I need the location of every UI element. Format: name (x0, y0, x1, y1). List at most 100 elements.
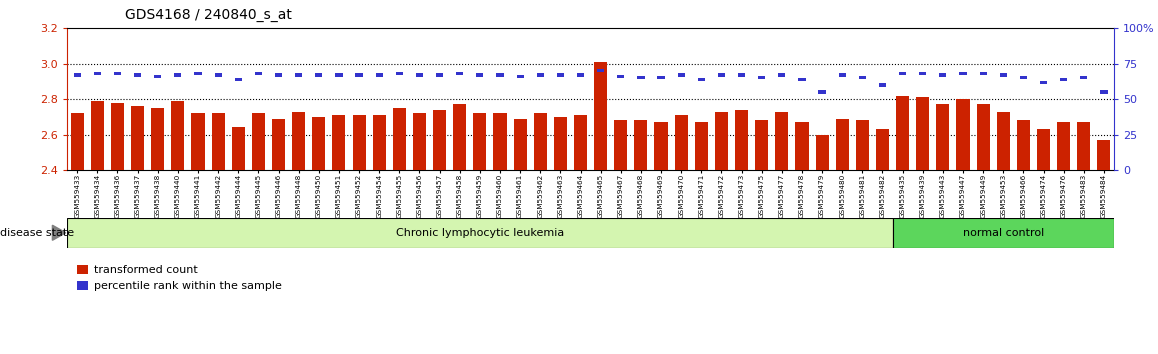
Bar (453, 104, 467, 170)
Bar (352, 115, 366, 170)
Bar (838, 74, 845, 76)
Bar (313, 117, 325, 170)
Bar (154, 75, 161, 78)
Bar (976, 104, 990, 170)
Bar (396, 72, 403, 75)
Bar (134, 74, 141, 76)
Bar (94, 72, 101, 75)
Polygon shape (52, 225, 66, 240)
Text: normal control: normal control (962, 228, 1043, 238)
Bar (654, 122, 667, 170)
Bar (997, 112, 1010, 170)
Bar (336, 74, 343, 76)
Bar (373, 115, 386, 170)
Bar (637, 76, 645, 79)
Bar (919, 72, 926, 75)
Bar (735, 110, 748, 170)
Legend: transformed count, percentile rank within the sample: transformed count, percentile rank withi… (73, 261, 286, 296)
Bar (175, 74, 182, 76)
Bar (617, 75, 624, 78)
Bar (980, 72, 987, 75)
Bar (356, 74, 362, 76)
Bar (1057, 122, 1070, 170)
Text: Chronic lymphocytic leukemia: Chronic lymphocytic leukemia (396, 228, 564, 238)
Bar (516, 75, 523, 78)
Bar (577, 74, 584, 76)
Bar (493, 113, 506, 170)
Bar (1098, 140, 1111, 170)
Bar (939, 74, 946, 76)
Bar (796, 122, 808, 170)
Bar (1038, 129, 1050, 170)
Bar (557, 74, 564, 76)
Bar (1040, 81, 1047, 84)
Bar (474, 113, 486, 170)
Text: GDS4168 / 240840_s_at: GDS4168 / 240840_s_at (125, 8, 292, 23)
Bar (67, 218, 893, 248)
Bar (332, 115, 345, 170)
Bar (899, 72, 907, 75)
Bar (393, 108, 405, 170)
Bar (677, 74, 684, 76)
Bar (433, 110, 446, 170)
Bar (212, 113, 225, 170)
Bar (778, 74, 785, 76)
Bar (534, 113, 547, 170)
Bar (1017, 120, 1029, 170)
Bar (195, 72, 201, 75)
Bar (635, 120, 647, 170)
Bar (937, 104, 950, 170)
Bar (113, 72, 122, 75)
Bar (893, 218, 1114, 248)
Bar (71, 113, 83, 170)
Bar (755, 120, 768, 170)
Bar (856, 120, 868, 170)
Bar (658, 76, 665, 79)
Bar (1020, 76, 1027, 79)
Bar (416, 74, 423, 76)
Bar (413, 113, 426, 170)
Bar (437, 74, 444, 76)
Bar (859, 76, 866, 79)
Bar (272, 119, 285, 170)
Bar (456, 72, 463, 75)
Bar (235, 78, 242, 81)
Bar (1100, 91, 1107, 93)
Bar (960, 72, 967, 75)
Bar (875, 129, 889, 170)
Bar (74, 74, 81, 76)
Bar (1060, 78, 1068, 81)
Bar (292, 112, 306, 170)
Bar (191, 113, 205, 170)
Bar (896, 96, 909, 170)
Bar (497, 74, 504, 76)
Bar (514, 119, 527, 170)
Bar (255, 72, 262, 75)
Text: disease state: disease state (0, 228, 74, 238)
Bar (1077, 122, 1091, 170)
Bar (152, 108, 164, 170)
Bar (1080, 76, 1087, 79)
Bar (695, 122, 708, 170)
Bar (815, 135, 829, 170)
Bar (375, 74, 383, 76)
Bar (315, 74, 322, 76)
Bar (252, 113, 265, 170)
Bar (738, 74, 745, 76)
Bar (536, 74, 544, 76)
Bar (554, 117, 567, 170)
Bar (957, 99, 969, 170)
Bar (111, 103, 124, 170)
Bar (698, 78, 705, 81)
Bar (758, 76, 765, 79)
Bar (999, 74, 1006, 76)
Bar (916, 97, 929, 170)
Bar (214, 74, 221, 76)
Bar (574, 115, 587, 170)
Bar (879, 84, 886, 86)
Bar (274, 74, 283, 76)
Bar (836, 119, 849, 170)
Bar (598, 69, 604, 72)
Bar (476, 74, 483, 76)
Bar (295, 74, 302, 76)
